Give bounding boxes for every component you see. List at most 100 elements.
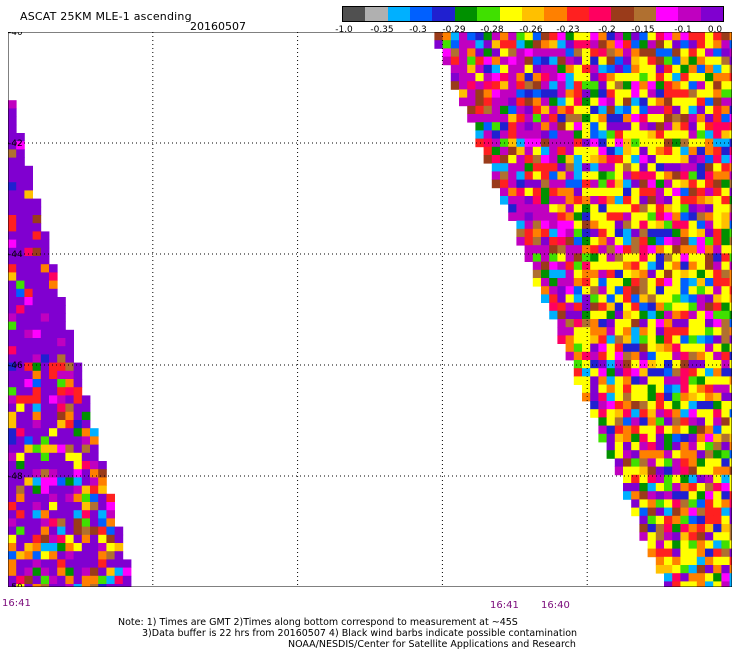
wind-cell [81,559,91,568]
wind-cell [623,450,632,459]
wind-cell [90,551,99,560]
wind-cell [24,256,33,265]
wind-cell [664,73,673,82]
wind-cell [565,97,575,107]
wind-cell [524,228,534,238]
wind-cell [672,89,681,98]
wind-cell [491,155,501,164]
wind-cell [721,138,730,148]
wind-cell [549,81,558,90]
legend-swatch [521,7,545,21]
wind-cell [16,338,25,347]
wind-cell [705,392,714,402]
wind-cell [688,532,698,541]
wind-cell [442,40,452,49]
wind-cell [655,245,665,254]
wind-cell [721,81,730,90]
wind-cell [713,409,722,418]
wind-cell [8,157,17,167]
wind-cell [590,269,599,279]
wind-cell [655,507,665,517]
wind-cell [57,403,66,413]
wind-cell [49,297,58,306]
wind-cell [688,540,698,549]
wind-cell [8,206,17,216]
wind-cell [664,310,673,320]
wind-cell [98,485,107,495]
wind-cell [623,163,632,172]
wind-cell [590,237,599,246]
wind-cell [696,417,706,426]
wind-cell [664,433,673,443]
wind-cell [16,420,25,429]
wind-cell [524,220,534,230]
wind-cell [647,48,657,57]
wind-cell [541,261,550,271]
wind-cell [705,433,714,443]
wind-cell [467,32,476,41]
wind-cell [721,294,730,303]
wind-cell [721,56,730,66]
wind-cell [467,114,476,123]
wind-cell [705,335,714,344]
wind-cell [639,409,648,418]
wind-cell [32,477,42,486]
legend-swatch [477,7,500,21]
wind-cell [16,526,25,536]
wind-cell [541,294,550,303]
wind-cell [639,114,648,123]
wind-cell [114,575,124,585]
wind-cell [713,245,722,254]
map-date: 20160507 [190,20,246,33]
wind-cell [40,559,50,568]
wind-cell [8,510,17,519]
wind-cell [32,485,42,495]
wind-cell [508,163,517,172]
wind-cell [705,499,714,508]
wind-cell [573,376,583,385]
wind-cell [516,204,525,213]
wind-cell [16,502,25,511]
wind-cell [647,105,657,115]
wind-cell [713,581,722,587]
wind-cell [664,540,673,549]
wind-cell [98,477,107,486]
wind-cell [549,302,558,312]
wind-cell [598,335,607,344]
wind-cell [8,461,17,470]
wind-cell [40,379,50,388]
wind-cell [631,122,640,131]
wind-cell [623,409,632,418]
wind-cell [73,510,83,519]
wind-cell [664,171,673,180]
wind-cell [598,294,607,303]
wind-cell [614,360,624,369]
wind-cell [598,64,607,74]
wind-cell [664,130,673,139]
wind-cell [623,425,632,435]
wind-cell [8,321,17,331]
wind-cell [672,450,681,459]
wind-cell [664,97,673,107]
wind-cell [598,89,607,98]
wind-cell [40,551,50,560]
wind-cell [565,187,575,197]
wind-cell [655,532,665,541]
wind-cell [639,401,648,410]
wind-cell [8,329,17,339]
wind-cell [664,392,673,402]
wind-cell [664,204,673,213]
wind-cell [24,452,33,462]
wind-cell [705,89,714,98]
wind-cell [696,515,706,525]
wind-cell [98,526,107,536]
wind-cell [565,294,575,303]
wind-cell [705,458,714,467]
wind-cell [688,187,698,197]
wind-cell [541,114,550,123]
wind-cell [664,56,673,66]
wind-cell [582,155,591,164]
y-tick-label: -44 [8,250,23,260]
wind-cell [631,450,640,459]
wind-cell [664,32,673,41]
